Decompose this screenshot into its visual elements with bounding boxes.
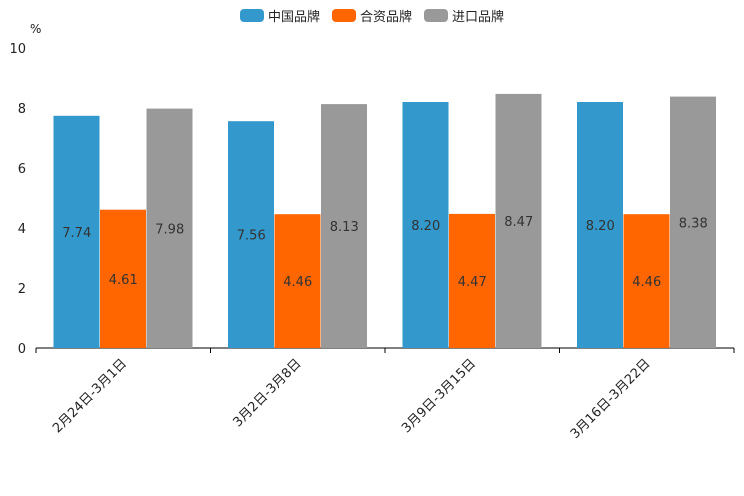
x-tick-label: 3月9日-3月15日	[399, 356, 479, 436]
legend-item-import-brand[interactable]: 进口品牌	[424, 6, 504, 25]
x-tick-label: 3月16日-3月22日	[568, 356, 654, 442]
bar-china-brand[interactable]	[577, 102, 623, 348]
bar-import-brand[interactable]	[146, 108, 193, 348]
bar-value-label: 8.38	[679, 216, 708, 231]
bar-joint-venture-brand[interactable]	[100, 209, 146, 348]
bar-value-label: 4.47	[458, 275, 487, 290]
bar-value-label: 8.20	[411, 219, 440, 234]
bar-value-label: 7.74	[62, 226, 91, 241]
y-tick-label: 6	[18, 162, 26, 177]
bar-import-brand[interactable]	[495, 93, 542, 349]
legend-label-joint-venture-brand: 合资品牌	[359, 10, 412, 25]
x-tick-label: 2月24日-3月1日	[50, 356, 130, 436]
legend-swatch-joint-venture-brand	[331, 9, 356, 22]
bar-joint-venture-brand[interactable]	[274, 214, 321, 348]
legend-label-china-brand: 中国品牌	[267, 10, 320, 25]
bar-value-label: 8.13	[330, 220, 359, 235]
y-tick-label: 4	[18, 222, 26, 237]
bar-joint-venture-brand[interactable]	[623, 214, 670, 348]
legend-swatch-import-brand	[424, 9, 448, 22]
bar-china-brand[interactable]	[53, 115, 100, 348]
bar-china-brand[interactable]	[402, 102, 449, 348]
bar-value-label: 8.47	[504, 215, 533, 230]
y-tick-label: 10	[9, 42, 26, 57]
y-tick-label: 8	[18, 102, 26, 117]
bar-value-label: 4.46	[632, 275, 661, 290]
bar-value-label: 8.20	[586, 219, 615, 234]
bar-value-label: 4.61	[109, 273, 138, 288]
legend-swatch-china-brand	[239, 9, 264, 22]
legend: 中国品牌 合资品牌 进口品牌	[0, 6, 744, 25]
y-tick-label: 2	[18, 282, 26, 297]
legend-item-china-brand[interactable]: 中国品牌	[239, 6, 320, 25]
bar-value-label: 7.56	[237, 229, 266, 244]
bar-china-brand[interactable]	[228, 121, 274, 348]
bar-joint-venture-brand[interactable]	[449, 213, 495, 348]
y-tick-label: 0	[18, 342, 26, 357]
legend-label-import-brand: 进口品牌	[452, 10, 505, 25]
bar-import-brand[interactable]	[670, 96, 716, 348]
bar-value-label: 4.46	[283, 275, 312, 290]
bar-value-label: 7.98	[155, 222, 184, 237]
y-axis-unit-label: %	[30, 22, 42, 36]
legend-item-joint-venture-brand[interactable]: 合资品牌	[331, 6, 412, 25]
x-tick-label: 3月2日-3月8日	[230, 356, 304, 430]
bar-import-brand[interactable]	[321, 104, 367, 348]
